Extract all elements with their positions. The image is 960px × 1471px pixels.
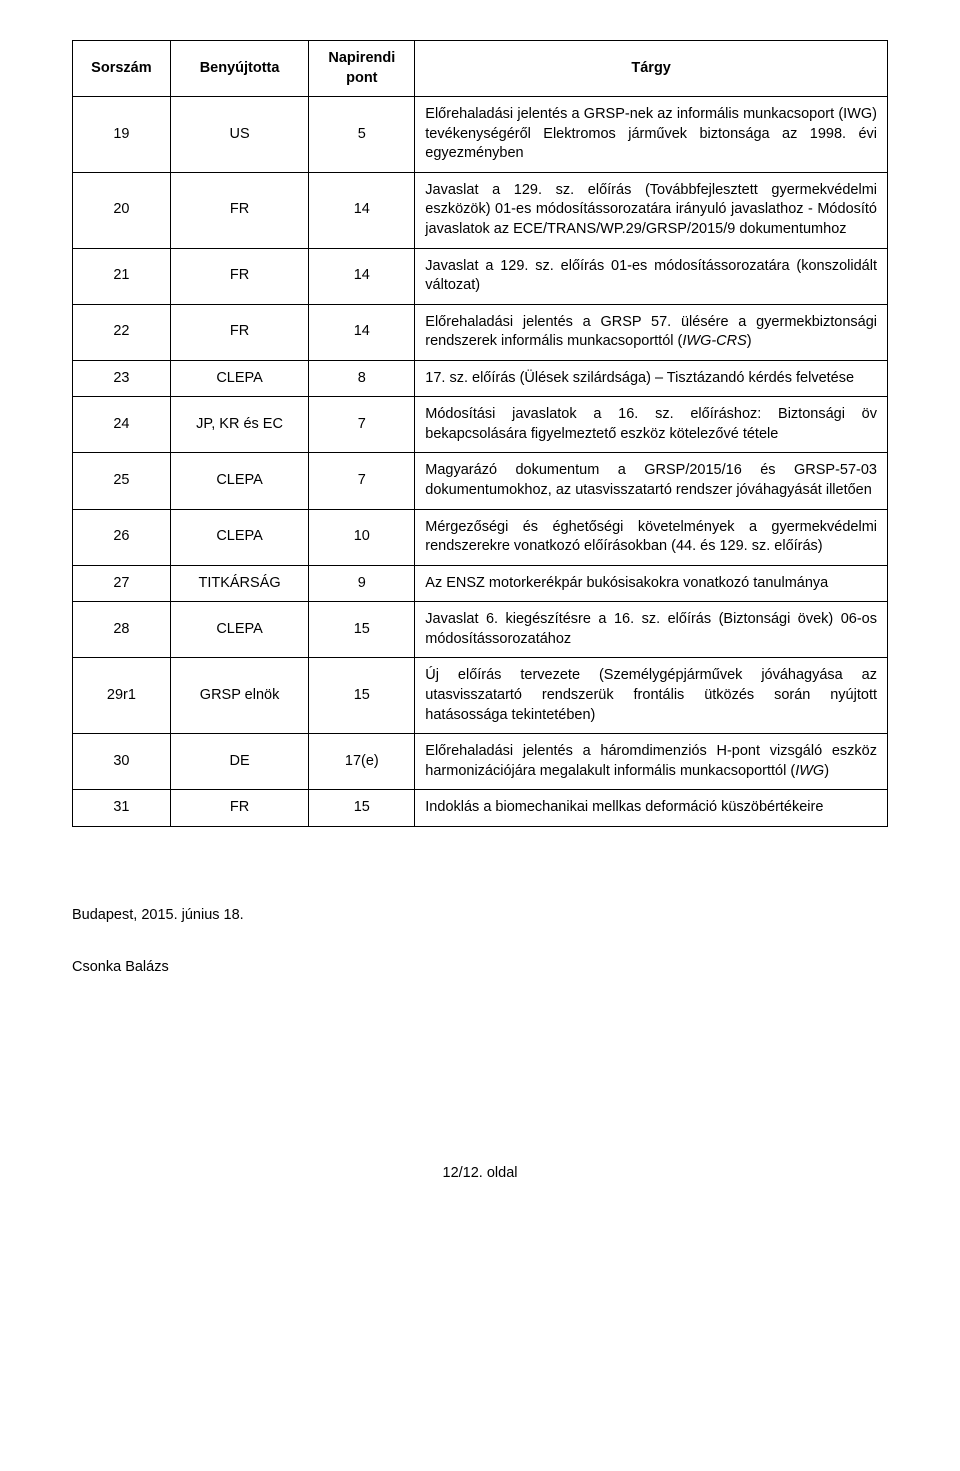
cell-napirendi: 17(e)	[309, 734, 415, 790]
cell-sorszam: 27	[73, 565, 171, 602]
cell-sorszam: 24	[73, 397, 171, 453]
cell-targy: Új előírás tervezete (Személygépjárművek…	[415, 658, 888, 734]
cell-benyujtotta: FR	[170, 790, 309, 827]
cell-sorszam: 30	[73, 734, 171, 790]
cell-sorszam: 23	[73, 360, 171, 397]
table-row: 25CLEPA7Magyarázó dokumentum a GRSP/2015…	[73, 453, 888, 509]
cell-napirendi: 14	[309, 248, 415, 304]
table-row: 31FR15Indoklás a biomechanikai mellkas d…	[73, 790, 888, 827]
cell-sorszam: 22	[73, 304, 171, 360]
cell-benyujtotta: FR	[170, 304, 309, 360]
cell-sorszam: 26	[73, 509, 171, 565]
data-table: Sorszám Benyújtotta Napirendi pont Tárgy…	[72, 40, 888, 827]
table-row: 26CLEPA10Mérgezőségi és éghetőségi követ…	[73, 509, 888, 565]
header-benyujtotta: Benyújtotta	[170, 41, 309, 97]
cell-benyujtotta: CLEPA	[170, 509, 309, 565]
header-targy: Tárgy	[415, 41, 888, 97]
cell-targy: Magyarázó dokumentum a GRSP/2015/16 és G…	[415, 453, 888, 509]
location-date: Budapest, 2015. június 18.	[72, 907, 888, 923]
cell-benyujtotta: GRSP elnök	[170, 658, 309, 734]
cell-targy: Az ENSZ motorkerékpár bukósisakokra vona…	[415, 565, 888, 602]
cell-targy: Előrehaladási jelentés a háromdimenziós …	[415, 734, 888, 790]
cell-sorszam: 31	[73, 790, 171, 827]
cell-targy: 17. sz. előírás (Ülések szilárdsága) – T…	[415, 360, 888, 397]
cell-napirendi: 15	[309, 790, 415, 827]
cell-napirendi: 8	[309, 360, 415, 397]
cell-targy: Módosítási javaslatok a 16. sz. előírásh…	[415, 397, 888, 453]
table-row: 30DE17(e)Előrehaladási jelentés a háromd…	[73, 734, 888, 790]
cell-benyujtotta: CLEPA	[170, 360, 309, 397]
cell-targy: Javaslat 6. kiegészítésre a 16. sz. előí…	[415, 602, 888, 658]
page-number-text: 12/12. oldal	[443, 1165, 518, 1181]
table-row: 29r1GRSP elnök15Új előírás tervezete (Sz…	[73, 658, 888, 734]
table-header-row: Sorszám Benyújtotta Napirendi pont Tárgy	[73, 41, 888, 97]
cell-targy: Javaslat a 129. sz. előírás (Továbbfejle…	[415, 172, 888, 248]
cell-targy: Indoklás a biomechanikai mellkas deformá…	[415, 790, 888, 827]
table-row: 28CLEPA15Javaslat 6. kiegészítésre a 16.…	[73, 602, 888, 658]
cell-benyujtotta: CLEPA	[170, 602, 309, 658]
page-content: Sorszám Benyújtotta Napirendi pont Tárgy…	[0, 0, 960, 1221]
cell-napirendi: 15	[309, 658, 415, 734]
cell-benyujtotta: TITKÁRSÁG	[170, 565, 309, 602]
cell-sorszam: 21	[73, 248, 171, 304]
cell-napirendi: 10	[309, 509, 415, 565]
table-row: 21FR14Javaslat a 129. sz. előírás 01-es …	[73, 248, 888, 304]
cell-benyujtotta: FR	[170, 248, 309, 304]
cell-sorszam: 20	[73, 172, 171, 248]
cell-targy: Előrehaladási jelentés a GRSP-nek az inf…	[415, 97, 888, 173]
cell-targy: Mérgezőségi és éghetőségi követelmények …	[415, 509, 888, 565]
cell-sorszam: 19	[73, 97, 171, 173]
table-row: 20FR14Javaslat a 129. sz. előírás (Továb…	[73, 172, 888, 248]
header-napirendi: Napirendi pont	[309, 41, 415, 97]
cell-benyujtotta: CLEPA	[170, 453, 309, 509]
table-row: 19US5Előrehaladási jelentés a GRSP-nek a…	[73, 97, 888, 173]
author-name: Csonka Balázs	[72, 959, 888, 975]
cell-targy: Javaslat a 129. sz. előírás 01-es módosí…	[415, 248, 888, 304]
table-body: 19US5Előrehaladási jelentés a GRSP-nek a…	[73, 97, 888, 827]
table-row: 23CLEPA817. sz. előírás (Ülések szilárds…	[73, 360, 888, 397]
cell-sorszam: 28	[73, 602, 171, 658]
page-footer: 12/12. oldal	[72, 1165, 888, 1181]
table-row: 27TITKÁRSÁG9Az ENSZ motorkerékpár bukósi…	[73, 565, 888, 602]
cell-benyujtotta: FR	[170, 172, 309, 248]
cell-sorszam: 25	[73, 453, 171, 509]
cell-napirendi: 14	[309, 172, 415, 248]
cell-napirendi: 15	[309, 602, 415, 658]
table-header: Sorszám Benyújtotta Napirendi pont Tárgy	[73, 41, 888, 97]
cell-napirendi: 9	[309, 565, 415, 602]
cell-napirendi: 7	[309, 453, 415, 509]
cell-benyujtotta: JP, KR és EC	[170, 397, 309, 453]
table-row: 22FR14Előrehaladási jelentés a GRSP 57. …	[73, 304, 888, 360]
cell-napirendi: 5	[309, 97, 415, 173]
cell-sorszam: 29r1	[73, 658, 171, 734]
below-table: Budapest, 2015. június 18. Csonka Balázs	[72, 907, 888, 975]
table-row: 24JP, KR és EC7Módosítási javaslatok a 1…	[73, 397, 888, 453]
cell-benyujtotta: US	[170, 97, 309, 173]
cell-benyujtotta: DE	[170, 734, 309, 790]
cell-napirendi: 14	[309, 304, 415, 360]
header-sorszam: Sorszám	[73, 41, 171, 97]
cell-targy: Előrehaladási jelentés a GRSP 57. ülésér…	[415, 304, 888, 360]
cell-napirendi: 7	[309, 397, 415, 453]
